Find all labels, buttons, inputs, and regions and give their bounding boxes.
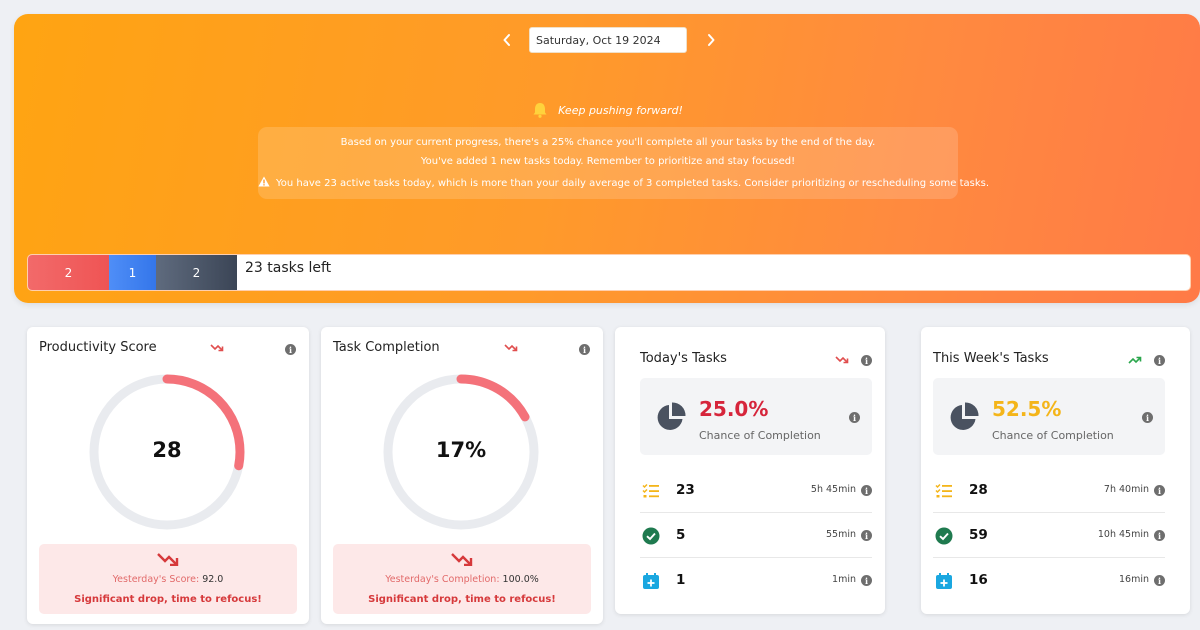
- todays-tasks-card: Today's Tasks i 25.0% Chance of Completi…: [615, 327, 885, 614]
- info-icon[interactable]: i: [1142, 412, 1153, 423]
- insight-warning: You have 23 active tasks today, which is…: [258, 176, 989, 189]
- info-icon[interactable]: i: [1154, 530, 1165, 541]
- info-icon[interactable]: i: [849, 412, 860, 423]
- stat-value: 16: [969, 572, 988, 588]
- comparison-box: Yesterday's Score: 92.0 Significant drop…: [39, 544, 297, 614]
- previous-score-label: Yesterday's Score:: [112, 574, 200, 585]
- pie-chart-icon: [950, 402, 979, 430]
- info-icon[interactable]: i: [1154, 355, 1165, 366]
- pending-segment[interactable]: 2: [156, 255, 237, 290]
- weeks-tasks-card: This Week's Tasks i 52.5% Chance of Comp…: [921, 327, 1190, 614]
- info-icon[interactable]: i: [285, 344, 296, 355]
- productivity-score-card: Productivity Score i 28 Yesterday's Scor…: [27, 327, 309, 624]
- productivity-gauge: [89, 374, 245, 530]
- previous-completion-label: Yesterday's Completion:: [385, 574, 500, 585]
- stat-time: 16min: [1118, 574, 1149, 585]
- comparison-box: Yesterday's Completion: 100.0% Significa…: [333, 544, 591, 614]
- task-list-icon: [935, 483, 952, 498]
- stat-row-completed: 5 55min i: [640, 513, 872, 558]
- stat-time: 5h 45min: [810, 484, 856, 495]
- stat-value: 23: [676, 482, 695, 498]
- next-day-button[interactable]: [700, 29, 722, 51]
- task-completion-card: Task Completion i 17% Yesterday's Comple…: [321, 327, 603, 624]
- stat-time: 1min: [832, 574, 856, 585]
- motivation-text: Keep pushing forward!: [558, 103, 683, 117]
- chance-value: 52.5%: [992, 397, 1062, 421]
- drop-message: Significant drop, time to refocus!: [368, 594, 556, 605]
- stat-time: 7h 40min: [1103, 484, 1149, 495]
- chance-value: 25.0%: [699, 397, 769, 421]
- stat-row-added: 16 16min i: [933, 558, 1165, 603]
- stat-value: 5: [676, 527, 686, 543]
- previous-completion-value: 100.0%: [502, 574, 539, 585]
- warning-icon: [258, 176, 270, 187]
- stat-row-active: 28 7h 40min i: [933, 468, 1165, 513]
- previous-completion: Yesterday's Completion: 100.0%: [333, 574, 591, 585]
- trend-down-icon: [504, 344, 518, 352]
- card-title: Task Completion: [333, 340, 440, 355]
- card-title: Today's Tasks: [640, 351, 727, 366]
- stat-row-active: 23 5h 45min i: [640, 468, 872, 513]
- trend-down-icon: [835, 356, 849, 364]
- new-segment[interactable]: 1: [109, 255, 156, 290]
- calendar-plus-icon: [643, 573, 659, 589]
- insight-text: You've added 1 new tasks today. Remember…: [420, 156, 796, 167]
- task-list-icon: [642, 483, 659, 498]
- info-icon[interactable]: i: [579, 344, 590, 355]
- card-title: This Week's Tasks: [933, 351, 1049, 366]
- stat-time: 10h 45min: [1097, 529, 1149, 540]
- stat-value: 28: [969, 482, 988, 498]
- chance-box: 52.5% Chance of Completion i: [933, 378, 1165, 455]
- stat-value: 59: [969, 527, 988, 543]
- trend-down-icon: [451, 553, 473, 566]
- drop-message: Significant drop, time to refocus!: [74, 594, 262, 605]
- stat-value: 1: [676, 572, 686, 588]
- chevron-right-icon: [708, 34, 715, 46]
- completion-gauge: [383, 374, 539, 530]
- previous-score: Yesterday's Score: 92.0: [39, 574, 297, 585]
- chance-box: 25.0% Chance of Completion i: [640, 378, 872, 455]
- insight-text: Based on your current progress, there's …: [340, 137, 876, 148]
- gauge-fill: [89, 374, 245, 530]
- tasks-left-text: 23 tasks left: [245, 260, 332, 276]
- info-icon[interactable]: i: [861, 575, 872, 586]
- info-icon[interactable]: i: [1154, 575, 1165, 586]
- calendar-plus-icon: [936, 573, 952, 589]
- insight-text: You have 23 active tasks today, which is…: [276, 178, 990, 189]
- bell-icon: [533, 103, 547, 118]
- info-icon[interactable]: i: [861, 530, 872, 541]
- date-picker-input[interactable]: Saturday, Oct 19 2024: [529, 27, 687, 53]
- productivity-score-value: 28: [152, 438, 182, 462]
- trend-up-icon: [1128, 356, 1142, 364]
- card-title: Productivity Score: [39, 340, 157, 355]
- pie-chart-icon: [657, 402, 686, 430]
- chance-label: Chance of Completion: [699, 429, 821, 442]
- chevron-left-icon: [503, 34, 510, 46]
- previous-score-value: 92.0: [202, 574, 224, 585]
- stat-row-added: 1 1min i: [640, 558, 872, 603]
- info-icon[interactable]: i: [861, 485, 872, 496]
- info-icon[interactable]: i: [1154, 485, 1165, 496]
- hero-banner: Saturday, Oct 19 2024 Keep pushing forwa…: [14, 14, 1200, 303]
- check-circle-icon: [935, 527, 953, 545]
- check-circle-icon: [642, 527, 660, 545]
- overdue-segment[interactable]: 2: [28, 255, 109, 290]
- info-icon[interactable]: i: [861, 355, 872, 366]
- stat-row-completed: 59 10h 45min i: [933, 513, 1165, 558]
- gauge-fill: [383, 374, 539, 530]
- date-navigator: Saturday, Oct 19 2024: [14, 27, 1200, 53]
- stat-time: 55min: [825, 529, 856, 540]
- previous-day-button[interactable]: [496, 29, 518, 51]
- chance-label: Chance of Completion: [992, 429, 1114, 442]
- insights-panel: Based on your current progress, there's …: [258, 127, 989, 199]
- task-progress-bar: 2 1 2 23 tasks left: [27, 254, 1191, 291]
- trend-down-icon: [210, 344, 224, 352]
- completion-value: 17%: [435, 438, 487, 462]
- trend-down-icon: [157, 553, 179, 566]
- motivation-banner: Keep pushing forward!: [14, 100, 1200, 120]
